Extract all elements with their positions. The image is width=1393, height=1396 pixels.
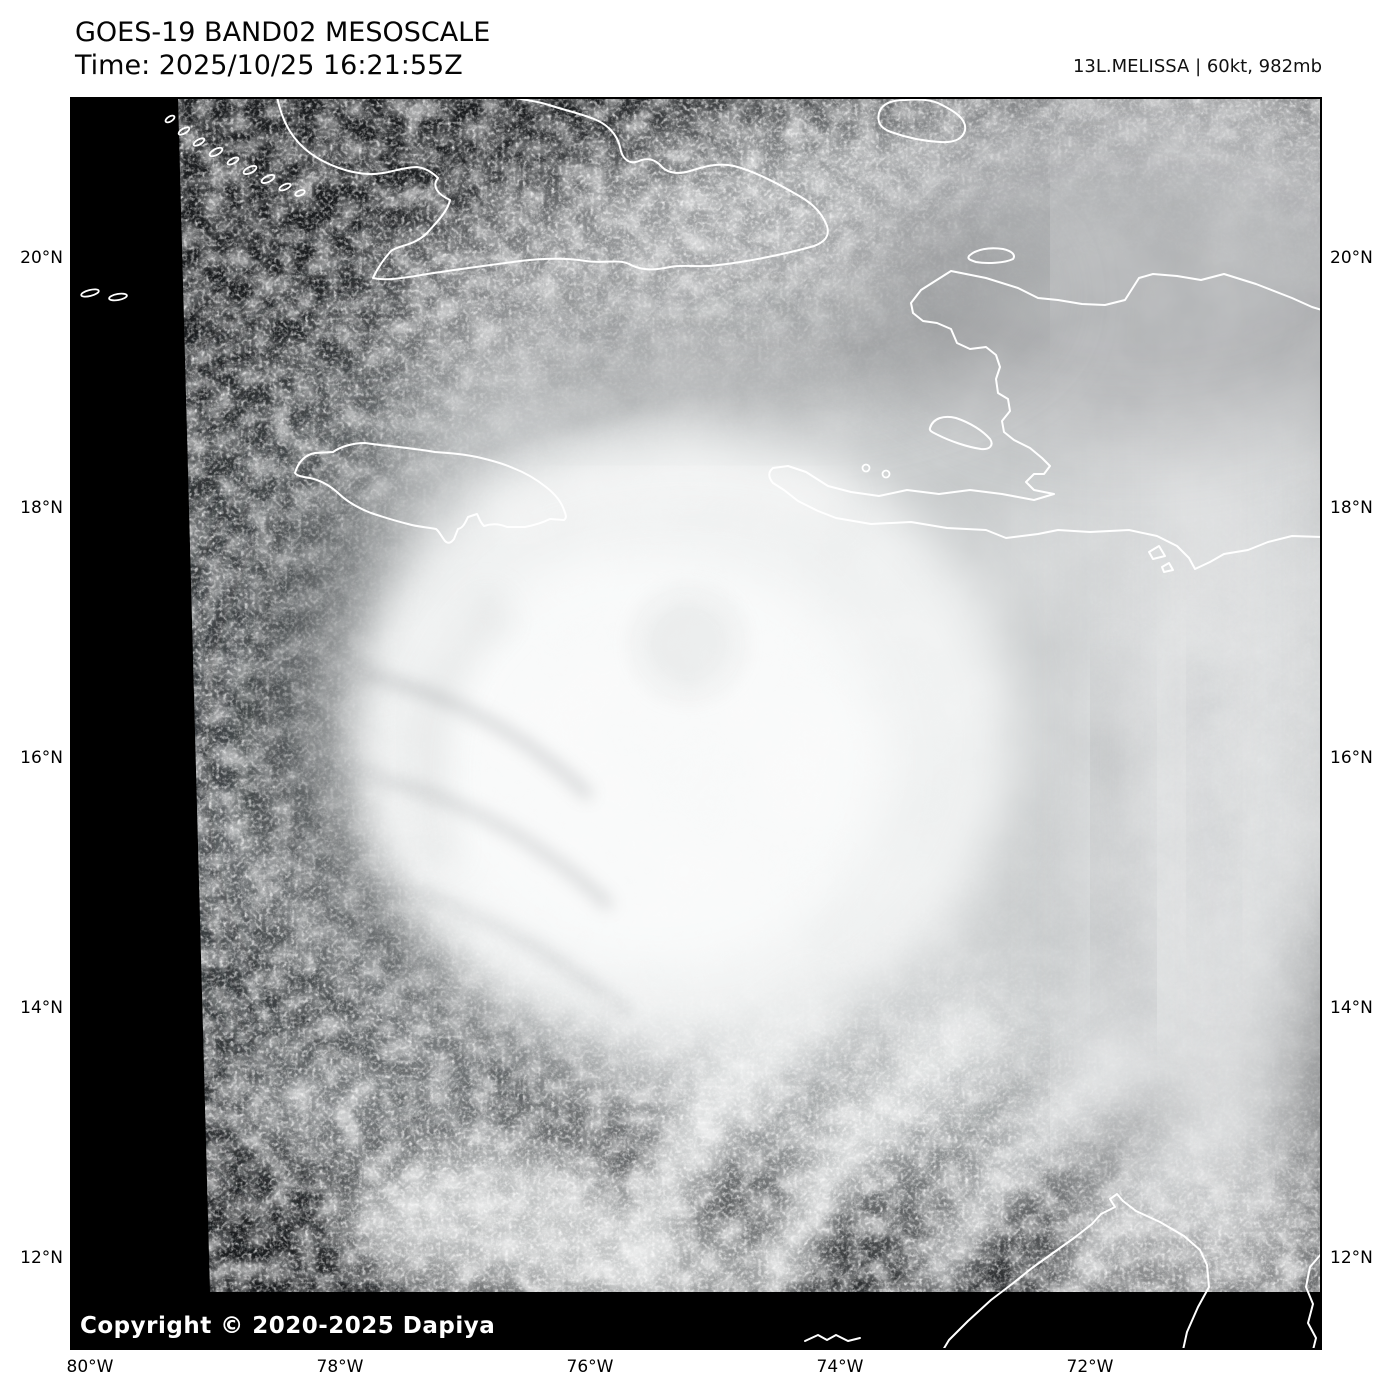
lat-label-left-12n: 12°N [20, 1248, 63, 1268]
tortuga-island [967, 247, 1015, 264]
lon-label-72w: 72°W [1066, 1357, 1114, 1377]
lon-label-76w: 76°W [566, 1357, 614, 1377]
gonave-island [928, 415, 993, 451]
copyright-notice: Copyright © 2020-2025 Dapiya [80, 1313, 496, 1339]
lat-label-right-14n: 14°N [1330, 998, 1373, 1018]
lat-label-left-16n: 16°N [20, 748, 63, 768]
lat-label-right-18n: 18°N [1330, 498, 1373, 518]
lon-label-74w: 74°W [816, 1357, 864, 1377]
map-frame [70, 97, 1322, 1350]
lat-label-right-20n: 20°N [1330, 248, 1373, 268]
beata-islets [1148, 545, 1174, 573]
south-america-coast-fragment [804, 1334, 861, 1342]
lon-label-80w: 80°W [66, 1357, 114, 1377]
guajira-east-coastline [1122, 1200, 1210, 1350]
lat-label-right-12n: 12°N [1330, 1248, 1373, 1268]
hispaniola-coastline [768, 270, 1322, 570]
timestamp: Time: 2025/10/25 16:21:55Z [75, 50, 463, 81]
storm-info: 13L.MELISSA | 60kt, 982mb [1072, 56, 1322, 77]
satellite-map: Copyright © 2020-2025 Dapiya [70, 97, 1322, 1350]
satellite-image [70, 97, 1322, 1350]
title-block: GOES-19 BAND02 MESOSCALE Time: 2025/10/2… [75, 16, 490, 82]
lat-label-left-18n: 18°N [20, 498, 63, 518]
lat-label-left-14n: 14°N [20, 998, 63, 1018]
guajira-peninsula-coastline [942, 1193, 1124, 1350]
lon-label-78w: 78°W [316, 1357, 364, 1377]
product-title: GOES-19 BAND02 MESOSCALE [75, 17, 491, 48]
cuba-coastline [276, 97, 829, 281]
great-inagua-island [877, 98, 967, 144]
lat-label-right-16n: 16°N [1330, 748, 1373, 768]
lat-label-left-20n: 20°N [20, 248, 63, 268]
venezuela-coast-fragment [1305, 1252, 1322, 1350]
cayman-islands [80, 288, 891, 479]
cuban-cays [164, 114, 306, 197]
coastlines [80, 97, 1322, 1350]
jamaica-coastline [294, 442, 567, 544]
